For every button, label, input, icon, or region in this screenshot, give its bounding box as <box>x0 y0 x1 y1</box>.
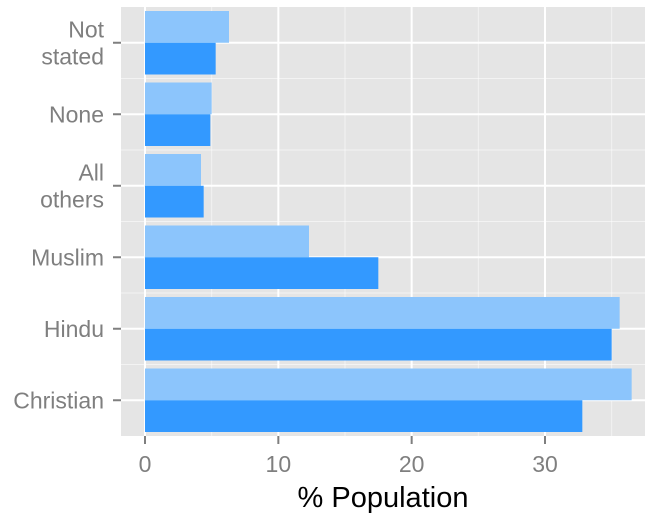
y-axis: Christian Hindu Muslim All others None Not stat… <box>13 16 121 413</box>
bars <box>145 11 632 432</box>
x-tick-label: 10 <box>266 451 292 477</box>
category-label-line: Not <box>68 16 104 42</box>
bar <box>145 185 204 218</box>
bar <box>145 257 379 289</box>
x-tick-label: 30 <box>532 451 558 477</box>
bar <box>145 328 612 361</box>
bar <box>145 400 583 432</box>
x-tick-label: 0 <box>139 451 152 477</box>
category-label-line: Muslim <box>31 244 104 270</box>
bar <box>145 11 229 43</box>
category-label: Not stated <box>41 16 104 69</box>
category-label-line: All <box>78 159 104 185</box>
category-label-line: None <box>49 101 104 127</box>
category-label: Christian <box>13 387 104 413</box>
bar <box>145 368 632 401</box>
category-label-line: Christian <box>13 387 104 413</box>
bar <box>145 154 201 186</box>
x-axis-title: % Population <box>298 482 469 514</box>
minor-gridlines <box>121 7 645 436</box>
category-label: All others <box>40 159 104 212</box>
x-tick-label: 20 <box>399 451 425 477</box>
category-label-line: others <box>40 186 104 212</box>
bar <box>145 82 212 115</box>
x-axis: 0 10 20 30 <box>139 436 558 477</box>
bar <box>145 225 309 258</box>
category-label: Hindu <box>44 316 104 342</box>
bar <box>145 114 211 146</box>
category-label-line: stated <box>41 43 104 69</box>
bar <box>145 297 620 329</box>
category-label: None <box>49 101 104 127</box>
category-label: Muslim <box>31 244 104 270</box>
bar <box>145 42 216 75</box>
category-label-line: Hindu <box>44 316 104 342</box>
